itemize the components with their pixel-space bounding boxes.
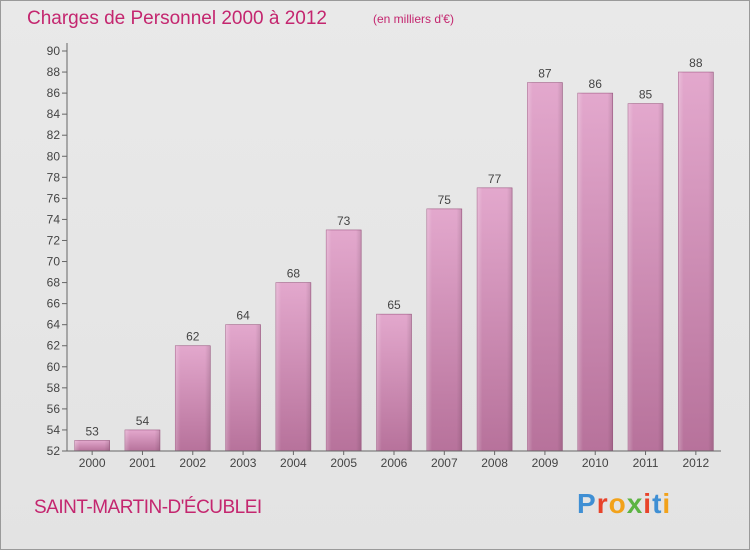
logo-letter: P: [577, 488, 597, 519]
bar-shade: [225, 324, 261, 451]
bar-2009: 87: [527, 67, 563, 452]
y-tick-label: 72: [47, 233, 61, 247]
y-tick-label: 64: [47, 318, 61, 332]
y-tick-label: 60: [47, 360, 61, 374]
bar-value-label: 53: [85, 424, 99, 438]
y-tick-label: 86: [47, 86, 61, 100]
bar-shade: [175, 345, 211, 451]
bar-shade: [628, 103, 664, 451]
y-tick-label: 58: [47, 381, 61, 395]
x-tick-label: 2010: [582, 456, 609, 470]
chart-unit: (en milliers d'€): [373, 12, 454, 26]
y-tick-label: 52: [47, 444, 61, 458]
bar-shade: [577, 93, 613, 452]
bar-2000: 53: [74, 424, 110, 452]
logo-letter: t: [652, 488, 663, 519]
proxiti-logo[interactable]: Proxiti: [577, 488, 671, 520]
bar-value-label: 88: [689, 56, 703, 70]
bar-value-label: 85: [639, 88, 653, 102]
x-tick-label: 2008: [481, 456, 508, 470]
logo-letter: r: [596, 488, 609, 519]
bar-value-label: 77: [488, 172, 502, 186]
y-tick-label: 76: [47, 191, 61, 205]
bar-value-label: 73: [337, 214, 351, 228]
bar-2012: 88: [678, 56, 714, 452]
bar-2005: 73: [325, 214, 362, 452]
bars-group: 53 54 62 64 68 73 65 75 77 87 86 85 88: [74, 56, 714, 452]
bar-value-label: 54: [136, 414, 150, 428]
x-tick-label: 2012: [682, 456, 709, 470]
x-tick-label: 2003: [230, 456, 257, 470]
y-tick-label: 88: [47, 65, 61, 79]
bar-value-label: 86: [589, 77, 603, 91]
x-tick-label: 2004: [280, 456, 307, 470]
x-tick-label: 2002: [179, 456, 206, 470]
bar-2003: 64: [225, 309, 261, 452]
x-tick-label: 2006: [381, 456, 408, 470]
bar-shade: [124, 429, 160, 451]
y-tick-label: 56: [47, 402, 61, 416]
bar-2010: 86: [577, 77, 614, 452]
logo-letter: i: [643, 488, 653, 519]
y-tick-label: 78: [47, 170, 61, 184]
bar-shade: [527, 82, 563, 451]
bar-shade: [326, 229, 362, 451]
y-tick-label: 74: [47, 212, 61, 226]
y-tick-label: 70: [47, 255, 61, 269]
x-tick-label: 2009: [532, 456, 559, 470]
x-axis: 2000 2001 2002 2003 2004 2005 2006 2007 2008 2009…: [67, 450, 721, 470]
y-tick-label: 84: [47, 107, 61, 121]
y-tick-label: 82: [47, 128, 61, 142]
logo-letter: o: [608, 488, 627, 519]
chart-title: Charges de Personnel 2000 à 2012: [27, 8, 328, 29]
bar-2004: 68: [275, 267, 312, 452]
logo-letter: i: [662, 488, 672, 519]
bar-shade: [376, 314, 412, 451]
bar-2007: 75: [426, 193, 463, 452]
y-tick-label: 66: [47, 297, 61, 311]
bar-value-label: 87: [538, 67, 552, 81]
y-axis: 52 54 56 58 60 62 64 66 68 70 72 74 76 78 80 82 84 86 88 90: [47, 43, 68, 458]
y-tick-label: 68: [47, 276, 61, 290]
bar-shade: [426, 208, 462, 451]
x-tick-label: 2005: [330, 456, 357, 470]
bar-shade: [678, 72, 714, 451]
bar-value-label: 64: [236, 309, 250, 323]
bar-shade: [477, 187, 513, 451]
commune-name: SAINT-MARTIN-D'ÉCUBLEI: [34, 497, 262, 518]
logo-letter: x: [626, 488, 644, 519]
bar-2002: 62: [174, 330, 211, 452]
bar-value-label: 75: [438, 193, 452, 207]
bar-value-label: 65: [387, 298, 401, 312]
bar-2008: 77: [476, 172, 513, 452]
bar-value-label: 68: [287, 267, 301, 281]
bar-2001: 54: [124, 414, 161, 452]
x-tick-label: 2011: [633, 456, 659, 470]
y-tick-label: 80: [47, 149, 61, 163]
bar-2011: 85: [627, 88, 664, 452]
bar-shade: [74, 440, 110, 451]
bar-value-label: 62: [186, 330, 200, 344]
y-tick-label: 54: [47, 423, 61, 437]
bar-shade: [275, 282, 311, 451]
x-tick-label: 2001: [129, 456, 156, 470]
x-tick-label: 2007: [431, 456, 458, 470]
y-tick-label: 62: [47, 339, 61, 353]
x-tick-label: 2000: [79, 456, 106, 470]
bar-2006: 65: [376, 298, 412, 452]
y-tick-label: 90: [47, 44, 61, 58]
